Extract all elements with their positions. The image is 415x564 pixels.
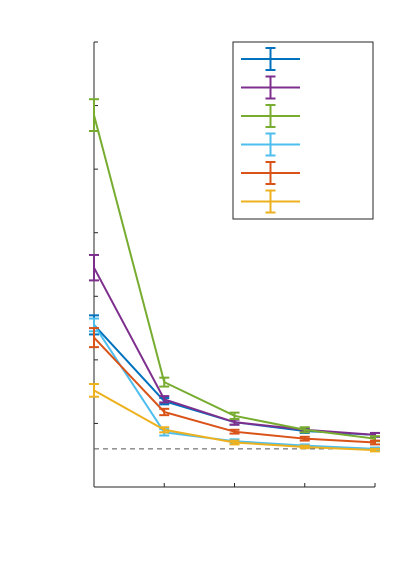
series-line-2 <box>93 267 376 436</box>
legend-box <box>232 41 374 220</box>
